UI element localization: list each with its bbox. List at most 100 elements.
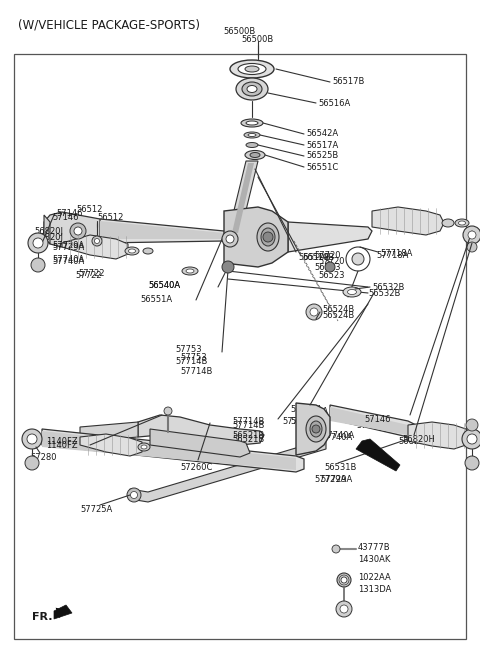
Polygon shape [44, 212, 108, 247]
Circle shape [352, 253, 364, 265]
Text: 43777B: 43777B [358, 542, 391, 552]
Ellipse shape [455, 219, 469, 227]
Circle shape [74, 227, 82, 235]
Ellipse shape [248, 133, 256, 137]
Text: 56820H: 56820H [402, 434, 435, 444]
Text: 56532B: 56532B [372, 283, 404, 291]
Ellipse shape [244, 132, 260, 138]
Text: 56524B: 56524B [322, 305, 354, 313]
Text: 56532B: 56532B [368, 289, 400, 297]
Text: 1140FZ: 1140FZ [46, 440, 78, 450]
Circle shape [341, 577, 347, 583]
FancyBboxPatch shape [14, 54, 466, 639]
Text: 57714B: 57714B [175, 358, 207, 366]
Circle shape [306, 304, 322, 320]
Text: 57714B: 57714B [232, 420, 264, 430]
Text: 1430AK: 1430AK [358, 556, 390, 564]
Circle shape [33, 238, 43, 248]
Text: 57146: 57146 [56, 209, 83, 217]
Text: 57725A: 57725A [80, 506, 112, 514]
Ellipse shape [245, 66, 259, 72]
Text: 56551C: 56551C [306, 163, 338, 171]
Text: FR.: FR. [32, 612, 52, 622]
Text: 56521B: 56521B [232, 430, 264, 440]
Text: 56540A: 56540A [290, 404, 322, 414]
Text: 56542A: 56542A [306, 129, 338, 139]
Ellipse shape [343, 287, 361, 297]
Text: 56540A: 56540A [296, 406, 328, 416]
Ellipse shape [250, 153, 260, 157]
Circle shape [25, 456, 39, 470]
Text: 56531B: 56531B [324, 462, 356, 472]
Polygon shape [296, 403, 330, 455]
Circle shape [325, 262, 335, 272]
Circle shape [70, 223, 86, 239]
Text: 57722: 57722 [282, 416, 309, 426]
Circle shape [27, 434, 37, 444]
FancyArrowPatch shape [55, 608, 65, 618]
Text: 57722: 57722 [78, 269, 105, 277]
Circle shape [222, 261, 234, 273]
Text: 57714B: 57714B [232, 418, 264, 426]
Polygon shape [42, 431, 296, 470]
Text: 56524B: 56524B [322, 311, 354, 319]
Text: 57740A: 57740A [322, 430, 354, 440]
Circle shape [467, 242, 477, 252]
Circle shape [462, 429, 480, 449]
Circle shape [465, 456, 479, 470]
Circle shape [312, 425, 320, 433]
Polygon shape [224, 207, 288, 267]
Polygon shape [138, 415, 264, 445]
Polygon shape [100, 219, 228, 243]
Circle shape [31, 258, 45, 272]
Polygon shape [100, 221, 224, 239]
Ellipse shape [125, 247, 139, 255]
Circle shape [131, 492, 137, 498]
Text: 57722: 57722 [75, 271, 101, 279]
Text: 57720: 57720 [318, 257, 345, 267]
Circle shape [28, 233, 48, 253]
Text: 57722: 57722 [300, 414, 326, 424]
Text: 56523: 56523 [314, 263, 340, 273]
Circle shape [127, 488, 141, 502]
Ellipse shape [261, 228, 275, 246]
Text: 57740A: 57740A [52, 257, 84, 265]
Text: 57146: 57146 [52, 213, 79, 221]
Polygon shape [130, 439, 326, 502]
Ellipse shape [442, 219, 454, 227]
Text: 57720: 57720 [314, 251, 340, 259]
Circle shape [222, 231, 238, 247]
Text: 56551A: 56551A [140, 295, 172, 305]
Ellipse shape [257, 223, 279, 251]
Text: 57146: 57146 [356, 420, 383, 430]
Circle shape [468, 231, 476, 239]
Polygon shape [356, 439, 400, 471]
Text: 56820J: 56820J [34, 233, 63, 241]
Text: 56521B: 56521B [232, 434, 264, 444]
Text: 57260C: 57260C [180, 462, 212, 472]
Ellipse shape [141, 445, 147, 449]
Text: 57714B: 57714B [180, 366, 212, 376]
Text: 56820J: 56820J [34, 227, 63, 237]
Circle shape [226, 235, 234, 243]
Ellipse shape [245, 151, 265, 159]
Ellipse shape [246, 143, 258, 147]
Text: 56500B: 56500B [242, 35, 274, 43]
Polygon shape [330, 405, 416, 437]
Text: (W/VEHICLE PACKAGE-SPORTS): (W/VEHICLE PACKAGE-SPORTS) [18, 19, 200, 31]
Circle shape [346, 247, 370, 271]
Ellipse shape [310, 421, 322, 437]
Text: 57718A: 57718A [380, 249, 412, 259]
Text: 57753: 57753 [175, 344, 202, 354]
Ellipse shape [238, 63, 266, 75]
Text: 1313DA: 1313DA [358, 586, 391, 594]
Polygon shape [228, 161, 258, 235]
Ellipse shape [230, 60, 274, 78]
Circle shape [263, 232, 273, 242]
Polygon shape [288, 222, 372, 252]
Text: 57729A: 57729A [320, 474, 352, 484]
Ellipse shape [186, 269, 194, 273]
Text: 56500B: 56500B [224, 27, 256, 35]
Ellipse shape [241, 119, 263, 127]
Polygon shape [408, 422, 470, 449]
